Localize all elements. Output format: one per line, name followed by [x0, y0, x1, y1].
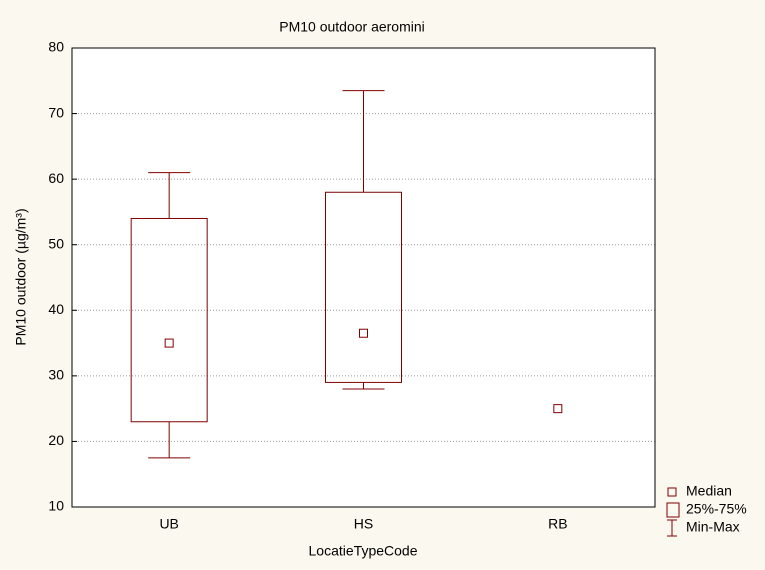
x-tick-label: UB	[159, 516, 178, 532]
y-tick-label: 40	[48, 301, 64, 317]
median-marker	[359, 328, 368, 338]
y-tick-label: 30	[48, 367, 64, 383]
y-axis-label: PM10 outdoor (µg/m³)	[13, 208, 29, 345]
y-tick-label: 10	[48, 498, 64, 514]
legend-marker	[666, 502, 680, 518]
y-tick-label: 20	[48, 432, 64, 448]
median-marker	[553, 404, 563, 414]
y-tick-label: 60	[48, 170, 64, 186]
legend-label: Median	[686, 483, 732, 499]
x-tick-label: HS	[354, 516, 373, 532]
x-tick-label: RB	[548, 516, 567, 532]
chart-title: PM10 outdoor aeromini	[279, 19, 425, 35]
x-axis-label: LocatieTypeCode	[309, 543, 418, 559]
plot-frame	[71, 47, 656, 508]
y-tick-label: 70	[48, 104, 64, 120]
box	[325, 191, 402, 383]
legend-marker	[667, 487, 677, 497]
legend-label: Min-Max	[686, 519, 740, 535]
box	[130, 217, 208, 423]
median-marker	[164, 338, 174, 348]
y-tick-label: 50	[48, 235, 64, 251]
y-tick-label: 80	[48, 39, 64, 55]
legend-label: 25%-75%	[686, 501, 747, 517]
